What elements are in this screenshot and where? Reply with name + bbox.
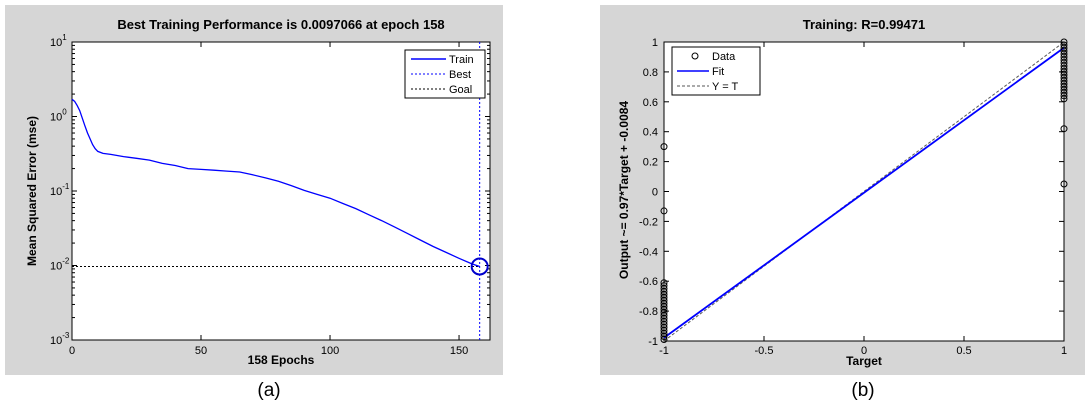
panel-a-legend: Train Best Goal [405, 50, 485, 98]
b-y-tick-label: -0.4 [639, 246, 658, 258]
panel-b: Training: R=0.99471 Target Output ~= 0.9… [600, 5, 1085, 375]
b-y-tick-label: -1 [648, 336, 658, 348]
panel-b-legend: Data Fit Y = T [672, 47, 760, 95]
legend-train-label: Train [449, 54, 474, 66]
legend-data-label: Data [712, 51, 736, 63]
legend-best-label: Best [449, 69, 471, 81]
b-y-tick-label: -0.8 [639, 306, 658, 318]
b-y-tick-label: 0.8 [643, 67, 658, 79]
b-y-tick-label: 0.4 [643, 127, 658, 139]
b-x-tick-label: -1 [659, 345, 669, 357]
caption-a: (a) [239, 380, 299, 402]
panel-b-title: Training: R=0.99471 [803, 17, 925, 32]
b-y-tick-label: 0.6 [643, 97, 658, 109]
b-y-tick-label: 0.2 [643, 157, 658, 169]
a-x-tick-label: 150 [450, 345, 468, 357]
b-y-tick-label: 1 [652, 37, 658, 49]
panel-a-title: Best Training Performance is 0.0097066 a… [117, 17, 444, 32]
panel-a: Best Training Performance is 0.0097066 a… [5, 5, 503, 375]
b-x-tick-label: 0.5 [956, 345, 971, 357]
b-y-tick-label: -0.6 [639, 276, 658, 288]
b-x-tick-label: 0 [861, 345, 867, 357]
panel-a-xlabel: 158 Epochs [248, 353, 315, 367]
b-x-tick-label: -0.5 [755, 345, 774, 357]
panel-b-ylabel: Output ~= 0.97*Target + -0.0084 [617, 101, 631, 280]
caption-b: (b) [833, 380, 893, 402]
panel-a-ylabel: Mean Squared Error (mse) [25, 116, 39, 266]
a-x-tick-label: 0 [69, 345, 75, 357]
legend-fit-label: Fit [712, 66, 724, 78]
b-y-tick-label: 0 [652, 187, 658, 199]
legend-yt-label: Y = T [712, 81, 738, 93]
a-x-tick-label: 100 [321, 345, 339, 357]
a-x-tick-label: 50 [195, 345, 207, 357]
b-x-tick-label: 1 [1061, 345, 1067, 357]
b-y-tick-label: -0.2 [639, 216, 658, 228]
legend-goal-label: Goal [449, 84, 472, 96]
